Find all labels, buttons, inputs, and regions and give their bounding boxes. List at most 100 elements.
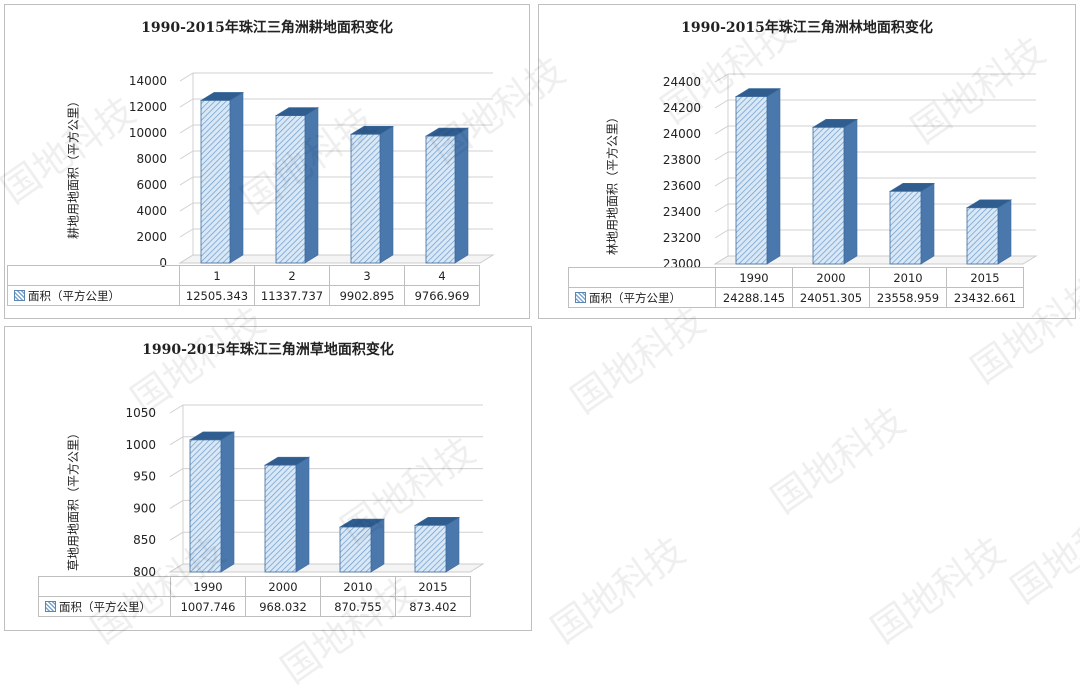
gridline-side bbox=[179, 202, 194, 212]
y-tick-label: 8000 bbox=[136, 152, 167, 166]
bar-front bbox=[350, 133, 381, 264]
bar-front bbox=[414, 524, 447, 573]
data-label: 12505.343 bbox=[179, 285, 255, 306]
y-tick-label: 850 bbox=[133, 533, 156, 547]
table-corner-cell bbox=[7, 265, 180, 286]
bar-front bbox=[339, 526, 372, 573]
bar-front bbox=[264, 464, 297, 573]
gridline-side bbox=[179, 98, 194, 108]
category-label: 2010 bbox=[869, 267, 947, 288]
data-label: 873.402 bbox=[395, 596, 471, 617]
data-label: 23558.959 bbox=[869, 287, 947, 308]
y-tick-label: 23600 bbox=[663, 179, 701, 193]
bar-side bbox=[229, 91, 244, 264]
data-label: 23432.661 bbox=[946, 287, 1024, 308]
y-tick-label: 24000 bbox=[663, 127, 701, 141]
series-name: 面积（平方公里） bbox=[59, 599, 151, 614]
category-label: 2000 bbox=[245, 576, 321, 597]
y-tick-label: 24200 bbox=[663, 101, 701, 115]
category-label: 1 bbox=[179, 265, 255, 286]
chart-title: 1990-2015年珠江三角洲耕地面积变化 bbox=[141, 20, 393, 36]
y-tick-label: 2000 bbox=[136, 230, 167, 244]
data-label: 24288.145 bbox=[715, 287, 793, 308]
y-tick-label: 23400 bbox=[663, 205, 701, 219]
legend-cell: 面积（平方公里） bbox=[7, 285, 180, 306]
table-corner-cell bbox=[38, 576, 171, 597]
bar-front bbox=[425, 135, 456, 264]
category-label: 4 bbox=[404, 265, 480, 286]
bar bbox=[349, 125, 395, 264]
y-tick-label: 800 bbox=[133, 565, 156, 579]
bar-side bbox=[304, 107, 319, 264]
gridline-side bbox=[179, 176, 194, 186]
data-label: 968.032 bbox=[245, 596, 321, 617]
gridline-side bbox=[169, 468, 184, 478]
gridline-side bbox=[714, 151, 729, 161]
y-tick-label: 23800 bbox=[663, 153, 701, 167]
category-label: 2015 bbox=[946, 267, 1024, 288]
legend-cell: 面积（平方公里） bbox=[38, 596, 171, 617]
data-label: 870.755 bbox=[320, 596, 396, 617]
gridline-side bbox=[714, 177, 729, 187]
legend-swatch bbox=[45, 600, 56, 612]
bar bbox=[734, 88, 782, 265]
bar-side bbox=[843, 118, 858, 265]
data-label: 9902.895 bbox=[329, 285, 405, 306]
bar bbox=[424, 127, 470, 264]
bar-side bbox=[445, 516, 460, 573]
chart-title: 1990-2015年珠江三角洲草地面积变化 bbox=[142, 342, 394, 358]
category-label: 2000 bbox=[792, 267, 870, 288]
data-table-value-row: 面积（平方公里） 12505.343 11337.737 9902.895 97… bbox=[7, 285, 480, 306]
bar bbox=[338, 518, 386, 573]
gridline-side bbox=[714, 99, 729, 109]
chart-panel-cultivated: 1990-2015年珠江三角洲耕地面积变化 耕地用地面积（平方公里） 0 2000… bbox=[4, 4, 530, 319]
bar-side bbox=[766, 88, 781, 265]
y-tick-label: 14000 bbox=[129, 74, 167, 88]
bar-chart-svg: 800 850 900 950 1000 1050 bbox=[125, 404, 485, 579]
y-tick-label: 1050 bbox=[125, 406, 156, 420]
bar bbox=[274, 107, 320, 264]
data-table: 1990 2000 2010 2015 面积（平方公里） 1007.746 96… bbox=[38, 576, 471, 617]
watermark-text: 国地科技 bbox=[763, 398, 913, 522]
chart-panel-forest: 1990-2015年珠江三角洲林地面积变化 林地用地面积（平方公里） 23000… bbox=[538, 4, 1076, 319]
bar-front bbox=[200, 100, 231, 264]
y-tick-label: 1000 bbox=[125, 438, 156, 452]
bar-chart-svg: 0 2000 4000 6000 8000 10000 12000 14000 bbox=[129, 72, 495, 270]
gridline-side bbox=[179, 124, 194, 134]
data-table-category-row: 1990 2000 2010 2015 bbox=[38, 576, 471, 597]
bar bbox=[811, 118, 859, 265]
y-tick-label: 950 bbox=[133, 470, 156, 484]
gridline-side bbox=[169, 499, 184, 509]
bar-side bbox=[295, 456, 310, 573]
bar bbox=[199, 91, 245, 264]
y-tick-label: 0 bbox=[159, 256, 167, 270]
watermark-text: 国地科技 bbox=[1003, 488, 1080, 612]
category-label: 2 bbox=[254, 265, 330, 286]
chart-panel-grassland: 1990-2015年珠江三角洲草地面积变化 草地用地面积（平方公里） 800 85… bbox=[4, 326, 532, 631]
data-label: 1007.746 bbox=[170, 596, 246, 617]
y-tick-label: 12000 bbox=[129, 100, 167, 114]
category-label: 1990 bbox=[170, 576, 246, 597]
y-tick-label: 6000 bbox=[136, 178, 167, 192]
bar-side bbox=[920, 182, 935, 265]
legend-cell: 面积（平方公里） bbox=[568, 287, 716, 308]
data-table-category-row: 1 2 3 4 bbox=[7, 265, 480, 286]
watermark-text: 国地科技 bbox=[863, 528, 1013, 652]
bar bbox=[965, 199, 1013, 265]
bar bbox=[888, 182, 936, 265]
data-table: 1 2 3 4 面积（平方公里） 12505.343 11337.737 990… bbox=[7, 265, 480, 306]
series-name: 面积（平方公里） bbox=[589, 290, 681, 305]
legend-swatch bbox=[575, 291, 586, 303]
bar-side bbox=[379, 125, 394, 264]
y-tick-label: 10000 bbox=[129, 126, 167, 140]
category-label: 1990 bbox=[715, 267, 793, 288]
bar bbox=[188, 431, 236, 573]
table-corner-cell bbox=[568, 267, 716, 288]
series-name: 面积（平方公里） bbox=[28, 288, 120, 303]
y-tick-label: 900 bbox=[133, 501, 156, 515]
bar-side bbox=[454, 127, 469, 264]
data-table-value-row: 面积（平方公里） 1007.746 968.032 870.755 873.40… bbox=[38, 596, 471, 617]
bar-front bbox=[275, 115, 306, 264]
gridline-side bbox=[169, 436, 184, 446]
